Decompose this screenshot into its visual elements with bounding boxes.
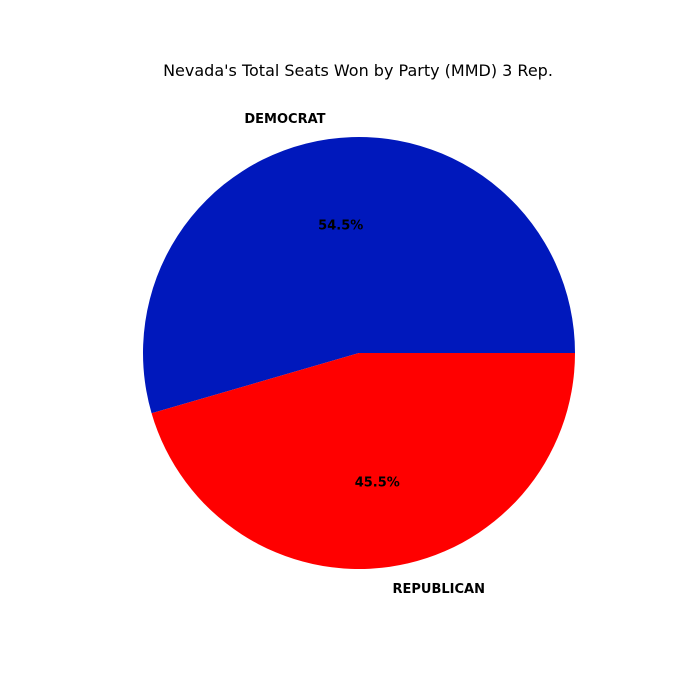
pct-label-republican: 45.5% [355, 475, 400, 490]
pie-slice-democrat [143, 137, 575, 414]
pie-slices [143, 137, 575, 570]
chart-title: Nevada's Total Seats Won by Party (MMD) … [163, 61, 553, 80]
slice-label-democrat: DEMOCRAT [244, 112, 325, 127]
pct-label-democrat: 54.5% [318, 219, 363, 234]
pie-labels: DEMOCRAT 54.5% REPUBLICAN 45.5% [244, 112, 485, 597]
slice-label-republican: REPUBLICAN [392, 582, 485, 597]
pie-slice-republican [151, 353, 575, 570]
